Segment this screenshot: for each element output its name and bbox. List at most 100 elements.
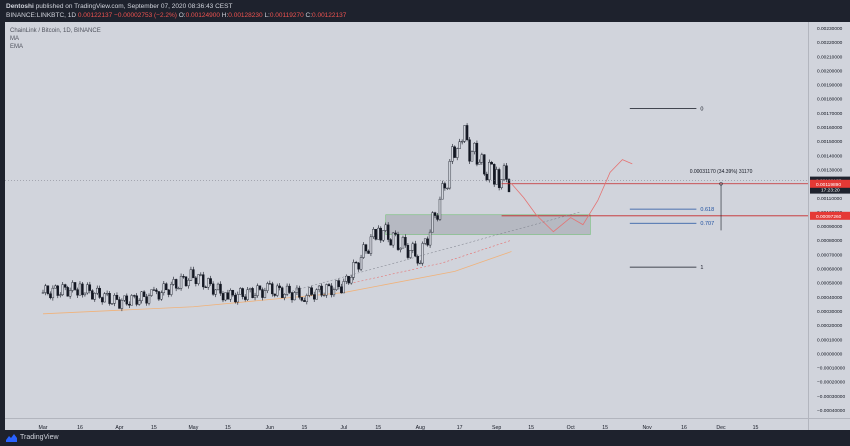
- candle: [199, 274, 202, 276]
- candle: [170, 284, 173, 295]
- candle: [347, 276, 350, 284]
- tradingview-icon: [6, 434, 17, 442]
- candle: [322, 294, 326, 297]
- close-label: C:: [305, 12, 313, 19]
- candle: [73, 282, 77, 290]
- candle: [369, 236, 373, 254]
- candle: [483, 154, 486, 175]
- publisher-name[interactable]: Dentoshi: [6, 3, 34, 10]
- candle: [71, 282, 74, 291]
- upper-level-tag: 0.00119890: [816, 182, 841, 188]
- candle: [266, 283, 269, 291]
- price-scale-canvas[interactable]: 0.00230000 0.00220000 0.00210000 0.00200000…: [809, 22, 850, 418]
- trend-line: [291, 211, 581, 292]
- chart-header: Dentoshi published on TradingView.com, S…: [0, 0, 850, 22]
- price-scale[interactable]: 0.00230000 0.00220000 0.00210000 0.00200000…: [808, 22, 850, 418]
- candle: [468, 139, 471, 162]
- price-tick-label: 0.00220000: [817, 40, 843, 46]
- candle: [152, 289, 156, 291]
- candle: [263, 290, 267, 298]
- time-tick-label: Mar: [39, 425, 48, 431]
- lower-level-tag-bg: [810, 211, 850, 220]
- time-tick-label: Sep: [492, 425, 501, 431]
- price-tick-label: 0.00050000: [817, 281, 843, 287]
- candle: [342, 281, 345, 294]
- candle: [130, 295, 133, 306]
- candle: [372, 229, 375, 238]
- legend-ema[interactable]: EMA: [10, 44, 24, 50]
- candle: [357, 262, 360, 270]
- candle: [505, 165, 508, 180]
- candle: [480, 154, 484, 163]
- candle: [293, 292, 296, 301]
- candle: [160, 292, 163, 300]
- candle: [475, 142, 479, 165]
- last-price: 0.00122137: [77, 12, 113, 19]
- candle: [394, 232, 397, 235]
- time-tick-label: Jul: [340, 425, 347, 431]
- price-tick-label: 0.00130000: [817, 167, 843, 173]
- time-tick-label: 15: [225, 425, 231, 431]
- price-tick-label: 0.00180000: [817, 97, 843, 103]
- price-tick-label: −0.00030000: [817, 394, 845, 400]
- price-tick-label: 0.00020000: [817, 323, 843, 329]
- candle: [313, 294, 316, 300]
- high-value: 0.00128230: [228, 12, 263, 19]
- time-scale[interactable]: Mar 16 Apr 15 May 15 Jun 15 Jul 15 Aug 17 Sep 15 Oct 15…: [5, 418, 808, 432]
- candle: [66, 287, 69, 297]
- time-scale-canvas[interactable]: Mar 16 Apr 15 May 15 Jun 15 Jul 15 Aug 17 Sep 15 Oct 15…: [5, 420, 808, 432]
- candle-group: [41, 123, 511, 312]
- price-tick-label: 0.00090000: [817, 224, 843, 230]
- candle: [401, 236, 405, 249]
- price-tick-label: 0.00160000: [817, 125, 843, 131]
- candle: [253, 295, 257, 298]
- tradingview-logo[interactable]: TradingView: [6, 433, 59, 442]
- time-tick-label: Aug: [416, 425, 425, 431]
- candle: [310, 287, 313, 295]
- candle: [108, 293, 111, 304]
- candle: [83, 292, 87, 296]
- time-tick-label: 16: [77, 425, 83, 431]
- candle: [123, 295, 126, 301]
- open-value: 0.00124900: [185, 12, 220, 19]
- candle: [113, 294, 116, 304]
- price-tick-label: 0.00060000: [817, 267, 843, 273]
- projection-curve: [511, 159, 633, 233]
- legend-ma[interactable]: MA: [10, 36, 19, 42]
- candle: [340, 286, 343, 294]
- candle: [93, 292, 96, 300]
- chart-pane[interactable]: 0 0.618 0.707 1 0.00031170 (34.39%) 31170: [5, 22, 808, 418]
- low-value: 0.00119270: [269, 12, 304, 19]
- open-label: O:: [178, 12, 186, 19]
- candle: [409, 250, 412, 258]
- candle: [115, 294, 119, 300]
- candle: [278, 285, 281, 288]
- candle: [488, 162, 491, 181]
- time-tick-label: 15: [301, 425, 307, 431]
- fib-label-1: 1: [700, 265, 703, 271]
- candle: [404, 236, 407, 246]
- price-tick-label: 0.00230000: [817, 26, 843, 32]
- candle: [374, 229, 378, 240]
- candle: [177, 288, 180, 290]
- price-tick-label: 0.00190000: [817, 83, 843, 89]
- candle: [354, 262, 358, 264]
- candle: [78, 283, 82, 296]
- candle: [490, 162, 493, 165]
- candle: [192, 269, 195, 279]
- candle: [414, 243, 417, 257]
- candle: [446, 187, 449, 190]
- candle: [406, 244, 410, 258]
- candle: [239, 288, 242, 295]
- time-tick-label: Oct: [567, 425, 576, 431]
- legend-title[interactable]: ChainLink / Bitcoin, 1D, BINANCE: [10, 28, 101, 34]
- brand-text: TradingView: [20, 434, 59, 441]
- candle: [421, 243, 424, 264]
- candle: [386, 224, 390, 240]
- chart-canvas[interactable]: 0 0.618 0.707 1 0.00031170 (34.39%) 31170: [5, 22, 808, 418]
- candle: [345, 276, 348, 282]
- price-tick-label: −0.00020000: [817, 380, 845, 386]
- candle: [224, 292, 227, 301]
- candle: [120, 300, 124, 309]
- published-text: published on TradingView.com, September …: [35, 3, 233, 10]
